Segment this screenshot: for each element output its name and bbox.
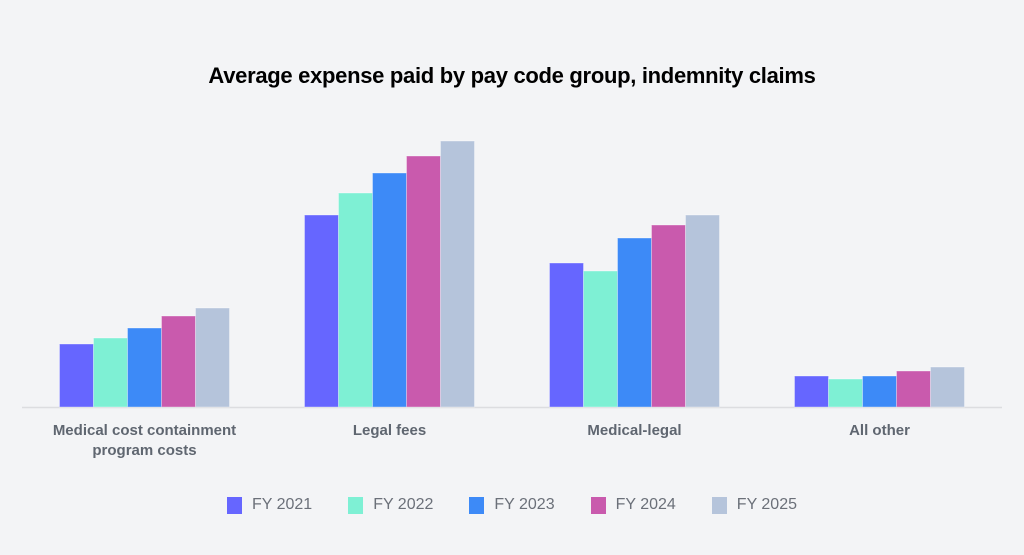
- chart-legend: FY 2021 FY 2022 FY 2023 FY 2024 FY 2025: [0, 496, 1024, 514]
- legend-swatch: [226, 496, 242, 514]
- bar-fy-2023-cat-0: [127, 327, 162, 408]
- legend-label: FY 2023: [494, 496, 555, 513]
- bar-fy-2021-cat-3: [794, 375, 829, 408]
- bar-fy-2024-cat-1: [406, 155, 441, 408]
- bar-fy-2024-cat-3: [896, 370, 931, 408]
- bar-fy-2021-cat-2: [549, 262, 584, 408]
- bar-fy-2025-cat-2: [685, 214, 720, 408]
- bar-fy-2025-cat-0: [195, 307, 230, 408]
- x-tick-label: Medical-legal: [587, 422, 681, 439]
- x-tick-label: All other: [849, 422, 910, 439]
- bar-fy-2022-cat-0: [93, 337, 128, 408]
- legend-label: FY 2021: [251, 496, 313, 513]
- legend-item[interactable]: FY 2021: [226, 496, 313, 514]
- bar-fy-2022-cat-2: [583, 270, 618, 408]
- legend-item[interactable]: FY 2025: [711, 496, 797, 514]
- bar-fy-2023-cat-3: [862, 375, 897, 408]
- legend-item[interactable]: FY 2023: [469, 496, 555, 514]
- legend-swatch: [590, 496, 606, 514]
- bar-fy-2025-cat-1: [440, 140, 475, 408]
- bar-fy-2024-cat-0: [161, 315, 196, 408]
- legend-item[interactable]: FY 2022: [348, 496, 433, 514]
- bar-fy-2022-cat-3: [828, 378, 863, 408]
- bar-fy-2021-cat-1: [304, 214, 339, 408]
- legend-label: FY 2022: [373, 496, 434, 513]
- legend-swatch: [711, 496, 727, 514]
- legend-label: FY 2024: [615, 496, 676, 513]
- bar-fy-2025-cat-3: [930, 366, 965, 408]
- bar-fy-2022-cat-1: [338, 192, 373, 408]
- bar-fy-2023-cat-1: [372, 172, 407, 408]
- bar-fy-2023-cat-2: [617, 237, 652, 408]
- legend-item[interactable]: FY 2024: [590, 496, 676, 514]
- legend-label: FY 2025: [736, 496, 797, 513]
- x-tick-label: program costs: [92, 442, 196, 459]
- x-tick-label: Legal fees: [353, 422, 426, 439]
- chart-title: Average expense paid by pay code group, …: [208, 63, 816, 88]
- legend-swatch: [348, 496, 364, 514]
- legend-swatch: [469, 496, 485, 514]
- bar-fy-2024-cat-2: [651, 224, 686, 408]
- bar-fy-2021-cat-0: [59, 343, 94, 408]
- x-tick-label: Medical cost containment: [53, 422, 236, 439]
